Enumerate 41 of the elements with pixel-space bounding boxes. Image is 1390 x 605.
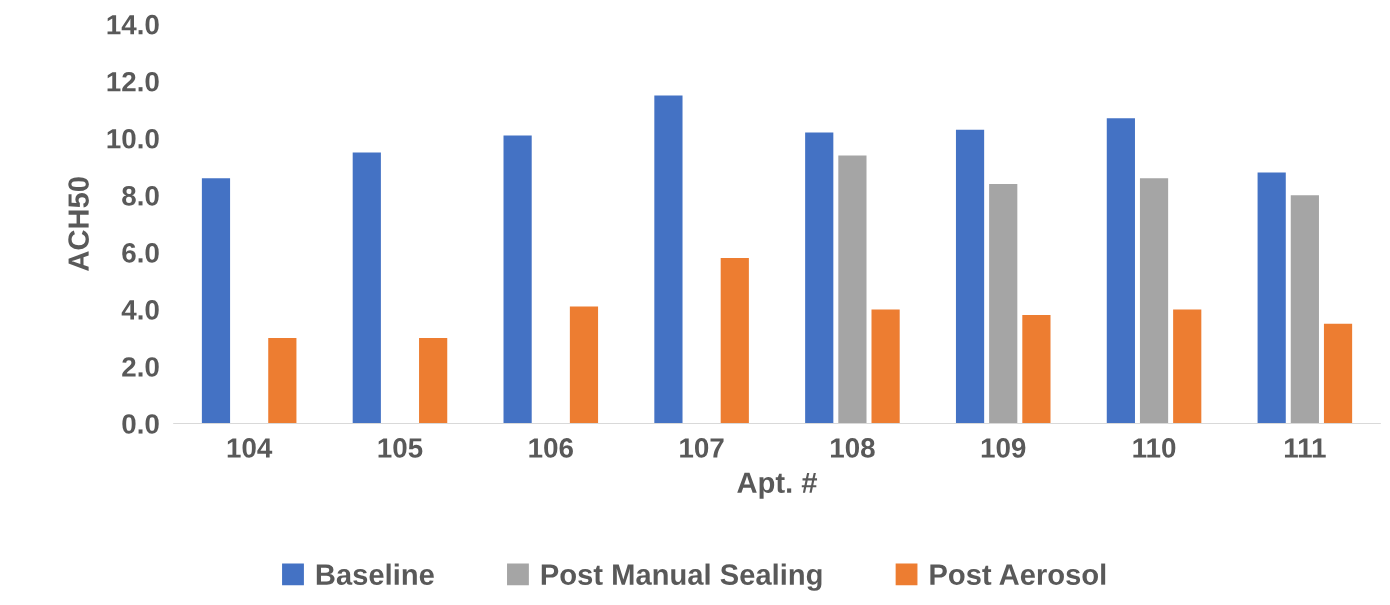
bar	[1106, 118, 1135, 424]
bar	[1173, 309, 1202, 424]
x-tick-label: 108	[831, 438, 875, 458]
bar	[569, 306, 599, 424]
x-tick-label: 106	[529, 438, 573, 458]
bar	[989, 183, 1018, 424]
bar	[1290, 195, 1319, 424]
bar	[955, 129, 985, 424]
y-tick-label: 8.0	[122, 186, 159, 206]
x-tick-label: 105	[378, 438, 423, 458]
bar	[871, 309, 900, 424]
bar	[805, 132, 834, 424]
x-tick-label: 109	[981, 438, 1026, 458]
y-tick-label: 4.0	[121, 300, 159, 320]
bar	[720, 258, 749, 424]
bar	[1139, 178, 1169, 424]
y-tick-label: 0.0	[122, 414, 159, 434]
x-axis-title: Apt. #	[737, 472, 818, 499]
y-tick-label: 2.0	[122, 357, 159, 377]
bar	[1323, 323, 1353, 424]
bar	[352, 152, 381, 424]
x-tick-label: 110	[1133, 438, 1176, 458]
bar	[201, 178, 231, 424]
x-tick-label: 111	[1284, 438, 1326, 458]
bar	[1022, 315, 1051, 424]
y-tick-label: 10.0	[107, 128, 159, 149]
y-tick-label: 12.0	[107, 71, 159, 92]
bar	[419, 337, 448, 424]
bar	[654, 95, 683, 424]
y-tick-label: 6.0	[122, 243, 159, 263]
bar	[1257, 172, 1286, 424]
legend-label: Baseline	[316, 563, 434, 585]
x-tick-label: 107	[680, 438, 724, 458]
y-axis-title: ACH50	[68, 177, 89, 271]
y-tick-label: 14.0	[107, 14, 159, 35]
bar	[503, 135, 532, 424]
x-tick-label: 104	[227, 438, 273, 458]
legend-label: Post Manual Sealing	[541, 563, 822, 591]
legend-label: Post Aerosol	[930, 563, 1106, 585]
bar	[268, 337, 297, 424]
bar	[838, 155, 867, 424]
